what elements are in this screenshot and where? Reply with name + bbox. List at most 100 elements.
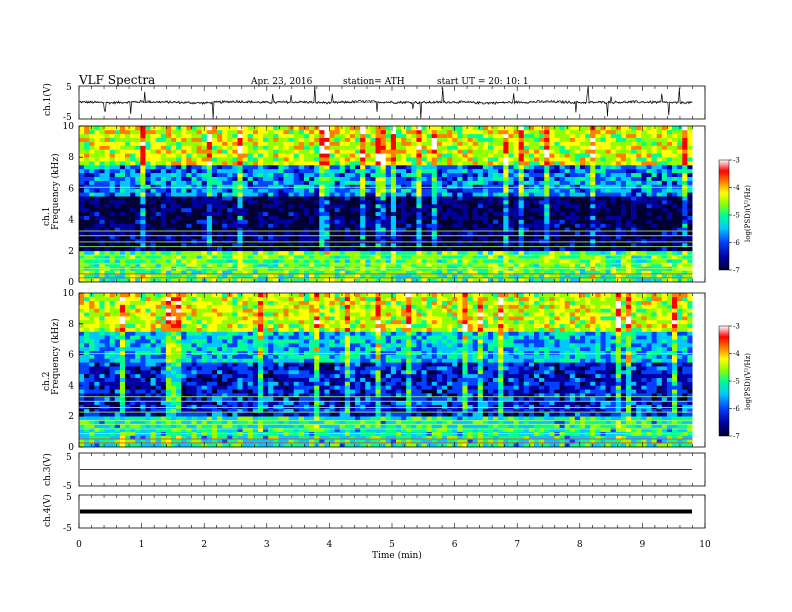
spectrogram-cell [426,188,433,193]
spectrogram-cell [539,246,545,252]
spectrogram-cell [339,180,346,185]
spectrogram-cell [595,243,601,248]
spectrogram-cell [549,223,555,228]
spectrogram-cell [283,153,289,158]
spectrogram-cell [309,184,315,189]
spectrogram-cell [477,200,484,205]
spectrogram-cell [590,133,596,138]
spectrogram-cell [206,176,213,181]
spectrogram-cell [406,204,412,209]
spectrogram-cell [227,231,233,236]
spectrogram-cell [94,180,100,185]
spectrogram-cell [140,149,146,154]
spectrogram-cell [569,262,576,267]
spectrogram-cell [94,385,100,390]
spectrogram-cell [273,250,279,255]
spectrogram-cell [329,129,335,135]
spectrogram-cell [411,192,417,197]
spectrogram-cell [99,165,105,170]
spectrogram-cell [534,258,540,263]
spectrogram-cell [682,157,688,162]
spectrogram-cell [104,188,110,193]
spectrogram-cell [339,207,346,213]
spectrogram-cell [564,235,571,240]
spectrogram-cell [682,180,688,185]
spectrogram-cell [79,331,85,336]
spectrogram-cell [84,270,90,275]
spectrogram-cell [395,278,402,282]
spectrogram-cell [661,211,668,216]
spectrogram-cell [462,188,468,193]
spectrogram-cell [314,227,320,232]
spectrogram-cell [641,184,647,189]
spectrogram-cell [574,207,581,213]
spectrogram-cell [651,246,657,252]
spectrogram-cell [309,278,315,282]
spectrogram-cell [687,274,693,279]
spectrogram-cell [554,137,560,142]
spectrogram-cell [109,153,116,158]
spectrogram-cell [518,278,525,282]
spectrogram-cell [493,200,499,205]
spectrogram-cell [620,192,627,197]
spectrogram-cell [309,204,315,209]
spectrogram-cell [89,161,95,166]
spectrogram-cell [329,215,335,220]
spectrogram-cell [441,137,448,142]
spectrogram-cell [411,196,417,201]
spectrogram-cell [580,250,586,255]
spectrogram-cell [528,192,535,197]
spectrogram-cell [206,149,213,154]
spectrogram-cell [119,141,126,146]
spectrogram-cell [349,176,356,181]
spectrogram-cell [288,133,295,138]
spectrogram-cell [672,188,678,193]
spectrogram-cell [222,243,228,248]
spectrogram-cell [84,246,90,252]
spectrogram-cell [431,235,438,240]
spectrogram-cell [155,270,162,275]
spectrogram-cell [472,215,479,220]
spectrogram-cell [89,296,95,301]
spectrogram-cell [89,370,95,375]
spectrogram-cell [283,231,289,236]
spectrogram-cell [574,262,581,267]
spectrogram-cell [452,137,458,142]
spectrogram-cell [385,258,392,263]
spectrogram-cell [498,188,504,193]
spectrogram-cell [99,246,105,252]
spectrogram-cell [217,274,223,279]
spectrogram-cell [528,196,535,201]
spectrogram-cell [165,153,172,158]
spectrogram-cell [411,172,417,177]
spectrogram-cell [257,192,264,197]
spectrogram-cell [564,270,571,275]
spectrogram-cell [89,133,95,138]
spectrogram-cell [247,172,254,177]
spectrogram-cell [237,184,243,189]
spectrogram-cell [508,215,514,220]
spectrogram-cell [426,184,433,189]
spectrogram-cell [493,211,499,216]
spectrogram-cell [539,262,545,267]
spectrogram-cell [160,157,167,162]
spectrogram-cell [257,204,264,209]
spectrogram-cell [452,157,458,162]
spectrogram-cell [539,192,545,197]
spectrogram-cell [493,274,499,279]
spectrogram-cell [462,126,468,131]
spectrogram-cell [457,219,463,224]
spectrogram-cell [615,172,622,177]
spectrogram-cell [150,215,156,220]
spectrogram-cell [329,157,335,162]
spectrogram-cell [493,246,499,252]
spectrogram-cell [84,168,90,174]
spectrogram-cell [411,165,417,170]
spectrogram-cell [79,219,85,224]
spectrogram-cell [580,274,586,279]
spectrogram-cell [222,274,228,279]
spectrogram-cell [293,165,300,170]
spectrogram-cell [79,400,85,405]
spectrogram-cell [462,207,468,213]
spectrogram-cell [150,161,156,166]
